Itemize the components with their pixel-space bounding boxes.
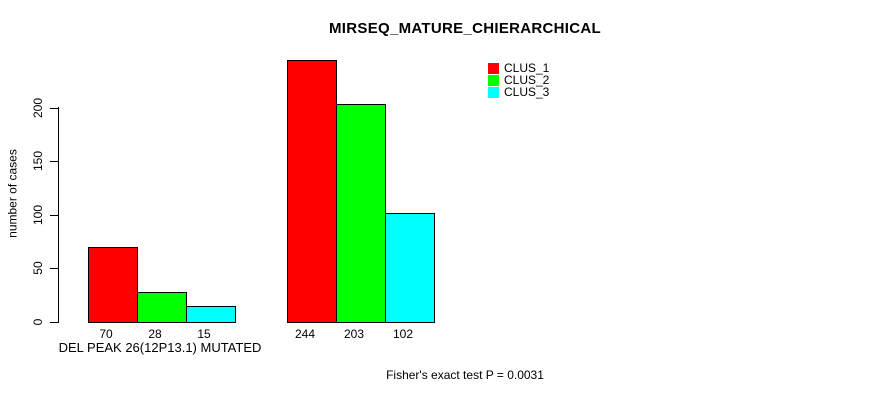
y-tick-label: 0 bbox=[31, 318, 45, 326]
bar-clus_3-group1 bbox=[186, 306, 236, 323]
bar-value-label: 102 bbox=[392, 327, 414, 341]
bar-value-label: 244 bbox=[294, 327, 316, 341]
bar-clus_1-group2 bbox=[287, 60, 337, 323]
y-tick-label: 100 bbox=[31, 204, 45, 226]
y-tick-label: 50 bbox=[31, 261, 45, 275]
y-axis-line bbox=[58, 107, 59, 323]
legend-row-clus_3: CLUS_3 bbox=[488, 86, 549, 98]
y-tick-label: 200 bbox=[31, 97, 45, 119]
legend-swatch-icon bbox=[488, 62, 499, 74]
legend-label: CLUS_3 bbox=[504, 85, 550, 99]
bar-value-label: 70 bbox=[99, 327, 113, 341]
y-tick-label: 150 bbox=[31, 150, 45, 172]
bar-clus_2-group1 bbox=[137, 292, 187, 323]
legend-label: CLUS_1 bbox=[504, 61, 550, 75]
legend: CLUS_1 CLUS_2 CLUS_3 bbox=[488, 62, 549, 98]
bar-value-label: 203 bbox=[343, 327, 365, 341]
y-tick-mark bbox=[50, 161, 58, 162]
y-tick-mark bbox=[50, 215, 58, 216]
y-tick-mark bbox=[50, 268, 58, 269]
legend-swatch-icon bbox=[488, 86, 499, 98]
legend-row-clus_1: CLUS_1 bbox=[488, 62, 549, 74]
bar-clus_1-group1 bbox=[88, 247, 138, 323]
legend-row-clus_2: CLUS_2 bbox=[488, 74, 549, 86]
bar-value-label: 28 bbox=[148, 327, 162, 341]
x-axis-group-label: DEL PEAK 26(12P13.1) MUTATED bbox=[58, 340, 262, 355]
y-tick-mark bbox=[50, 108, 58, 109]
legend-label: CLUS_2 bbox=[504, 73, 550, 87]
bar-clus_2-group2 bbox=[336, 104, 386, 323]
chart-title: MIRSEQ_MATURE_CHIERARCHICAL bbox=[329, 20, 601, 37]
legend-swatch-icon bbox=[488, 74, 499, 86]
annotation-text: Fisher's exact test P = 0.0031 bbox=[386, 368, 544, 382]
y-tick-mark bbox=[50, 322, 58, 323]
y-axis-title: number of cases bbox=[5, 149, 20, 238]
bar-value-label: 15 bbox=[197, 327, 211, 341]
bar-clus_3-group2 bbox=[385, 213, 435, 323]
